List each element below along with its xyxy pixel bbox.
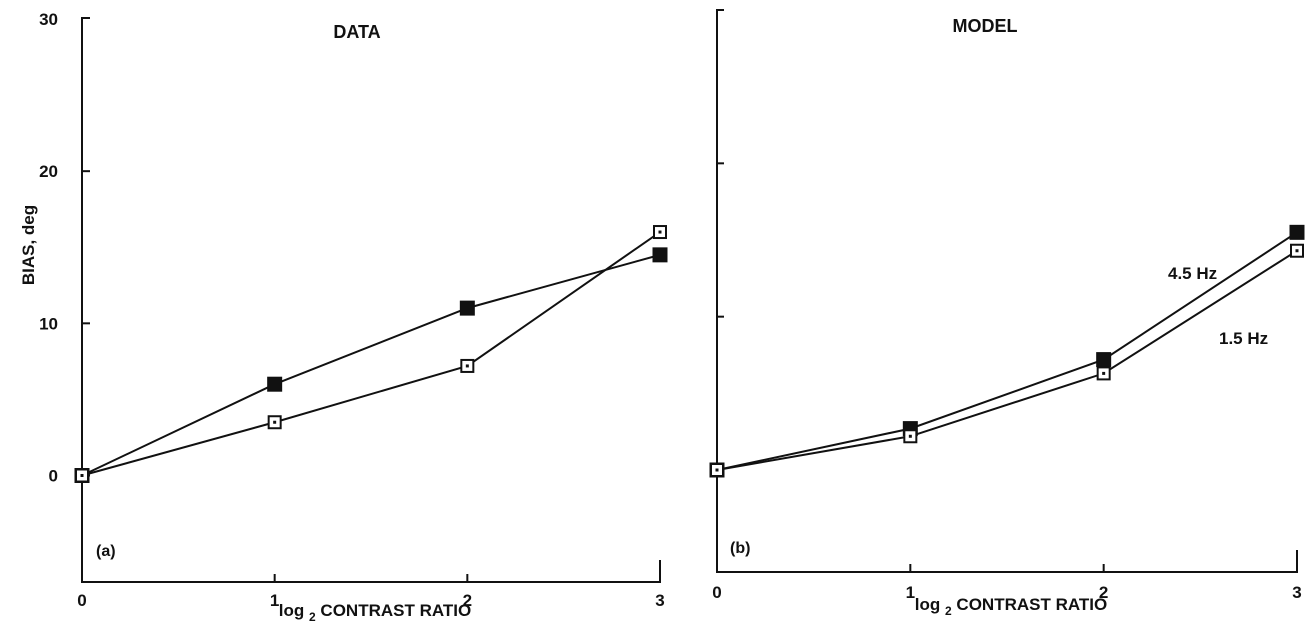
open-square-dot <box>908 434 912 438</box>
panel-a-series-0-point <box>459 300 475 316</box>
open-square-dot <box>273 420 277 424</box>
panel-b-axis-frame <box>716 9 1298 573</box>
panel-b-x-tick-label: 1 <box>906 583 915 602</box>
panel-a-series-1-point <box>267 415 282 430</box>
panel-a-x-tick-label: 1 <box>270 591 279 610</box>
panel-a-x-tick-label: 2 <box>463 591 472 610</box>
panel-a: DATA (a) BIAS, deg log 2 CONTRAST RATIO <box>19 17 661 624</box>
panel-a-y-tick-label: 30 <box>39 10 58 29</box>
panel-a-y-tick-label: 20 <box>39 162 58 181</box>
open-square-dot <box>465 364 469 368</box>
panel-a-xlabel: log 2 CONTRAST RATIO <box>279 601 471 624</box>
panel-b-panel-label: (b) <box>730 540 750 557</box>
panel-a-series-0-point <box>267 376 283 392</box>
panel-a-series-1-point <box>460 358 475 373</box>
panel-b-series-0-point <box>1096 352 1112 368</box>
open-square-dot <box>715 468 719 472</box>
panel-a-series-1-point <box>75 468 89 483</box>
open-square-dot <box>1102 371 1106 375</box>
panel-a-x-tick-label: 0 <box>77 591 86 610</box>
open-square-dot <box>80 474 84 477</box>
panel-b-x-tick-label: 2 <box>1099 583 1108 602</box>
panel-a-panel-label: (a) <box>96 543 116 560</box>
panel-b-series-1-point <box>903 429 918 444</box>
panel-a-y-tick-label: 10 <box>39 314 58 333</box>
series-label-1-5hz: 1.5 Hz <box>1219 329 1268 348</box>
panel-b-series-1-point <box>1096 366 1111 381</box>
panel-a-axis-frame <box>81 17 661 583</box>
panel-b-marks: 0 1 2 3 <box>709 162 1305 602</box>
panel-b-series-1-point <box>1290 243 1304 258</box>
series-label-4-5hz: 4.5 Hz <box>1168 264 1217 283</box>
panel-a-series-0-line <box>81 253 661 477</box>
panel-a-series-0-point <box>652 247 668 263</box>
panel-b-title: MODEL <box>953 16 1018 36</box>
panel-a-series-1-point <box>653 225 667 240</box>
open-square-dot <box>658 230 662 234</box>
panel-a-y-tick-label: 0 <box>49 467 58 486</box>
open-square-dot <box>1295 249 1299 253</box>
panel-b-series-1-point <box>710 463 724 477</box>
panel-a-ylabel: BIAS, deg <box>19 205 38 285</box>
panel-b-x-tick-label: 0 <box>712 583 721 602</box>
panel-b-x-tick-label: 3 <box>1292 583 1301 602</box>
panel-b-series-0-line <box>716 231 1298 471</box>
panel-a-title: DATA <box>333 22 380 42</box>
panel-b-xlabel: log 2 CONTRAST RATIO <box>915 595 1107 618</box>
panel-b: MODEL (b) log 2 CONTRAST RATIO 4.5 Hz 1.… <box>716 9 1298 618</box>
panel-a-series-1-line <box>81 231 661 477</box>
panel-b-series-1-line <box>716 249 1298 471</box>
panel-a-x-tick-label: 3 <box>655 591 664 610</box>
panel-b-series-0-point <box>1289 224 1305 240</box>
